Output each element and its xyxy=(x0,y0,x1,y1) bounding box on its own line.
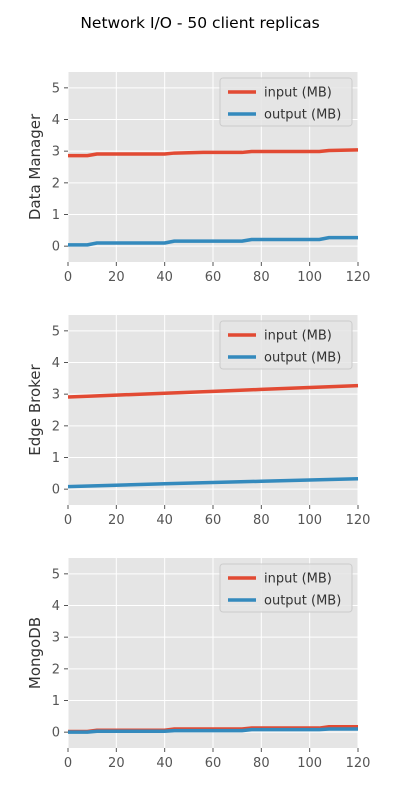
legend: input (MB) output (MB) xyxy=(219,77,353,127)
x-tick-label: 60 xyxy=(205,756,222,771)
y-axis-label: Data Manager xyxy=(26,113,44,220)
series-line-output xyxy=(68,727,358,734)
series-line-output xyxy=(67,476,359,489)
x-tick-label: 80 xyxy=(253,270,270,285)
y-axis-label: Edge Broker xyxy=(26,363,44,455)
legend: input (MB) output (MB) xyxy=(219,320,353,370)
chart-panel-2: 0 20 40 60 80 100 120 0 1 2 3 4 5 Edge Broker input (M… xyxy=(26,315,370,528)
x-tick-label: 80 xyxy=(253,756,270,771)
legend: input (MB) output (MB) xyxy=(219,563,353,613)
y-tick-label: 4 xyxy=(52,599,60,614)
x-tick-label: 40 xyxy=(156,270,173,285)
y-tick-label: 0 xyxy=(52,483,60,498)
x-tick-label: 100 xyxy=(297,513,322,528)
x-tick-label: 0 xyxy=(64,756,72,771)
x-tick-label: 120 xyxy=(346,270,371,285)
legend-label: input (MB) xyxy=(264,572,332,587)
x-tick-label: 100 xyxy=(297,270,322,285)
x-tick-label: 80 xyxy=(253,513,270,528)
y-tick-label: 1 xyxy=(52,451,60,466)
x-tick-label: 100 xyxy=(297,756,322,771)
series-line-input xyxy=(67,383,359,399)
x-tick-label: 20 xyxy=(108,513,125,528)
x-tick-label: 20 xyxy=(108,270,125,285)
chart-panel-3: 0 20 40 60 80 100 120 0 1 2 3 4 5 MongoDB input (MB) ou… xyxy=(26,558,370,771)
x-tick-label: 0 xyxy=(64,513,72,528)
y-tick-label: 4 xyxy=(52,113,60,128)
legend-label: input (MB) xyxy=(264,329,332,344)
y-tick-label: 1 xyxy=(52,208,60,223)
y-tick-label: 5 xyxy=(52,324,60,339)
chart-panel-1: 0 20 40 60 80 100 120 0 1 2 3 4 5 Data Manager input (… xyxy=(26,72,370,285)
y-tick-label: 1 xyxy=(52,694,60,709)
series-line-output xyxy=(68,235,358,247)
x-tick-label: 60 xyxy=(205,513,222,528)
x-tick-label: 40 xyxy=(156,756,173,771)
y-tick-label: 0 xyxy=(52,726,60,741)
grid xyxy=(67,315,359,505)
y-tick-label: 3 xyxy=(52,145,60,160)
series-line-input xyxy=(68,148,359,158)
legend-label: input (MB) xyxy=(264,86,332,101)
y-tick-label: 0 xyxy=(52,240,60,255)
y-tick-label: 5 xyxy=(52,81,60,96)
x-tick-label: 120 xyxy=(346,513,371,528)
figure-title: Network I/O - 50 client replicas xyxy=(80,14,319,32)
x-tick-label: 20 xyxy=(108,756,125,771)
y-tick-label: 2 xyxy=(52,662,60,677)
y-tick-label: 2 xyxy=(52,176,60,191)
x-tick-label: 60 xyxy=(205,270,222,285)
x-tick-label: 120 xyxy=(346,756,371,771)
legend-label: output (MB) xyxy=(264,594,341,609)
legend-label: output (MB) xyxy=(264,351,341,366)
y-tick-label: 4 xyxy=(52,356,60,371)
y-tick-label: 5 xyxy=(52,567,60,582)
y-axis-label: MongoDB xyxy=(26,617,44,689)
y-tick-label: 2 xyxy=(52,419,60,434)
legend-label: output (MB) xyxy=(264,108,341,123)
y-tick-label: 3 xyxy=(52,631,60,646)
y-tick-label: 3 xyxy=(52,388,60,403)
x-tick-label: 0 xyxy=(64,270,72,285)
x-tick-label: 40 xyxy=(156,513,173,528)
